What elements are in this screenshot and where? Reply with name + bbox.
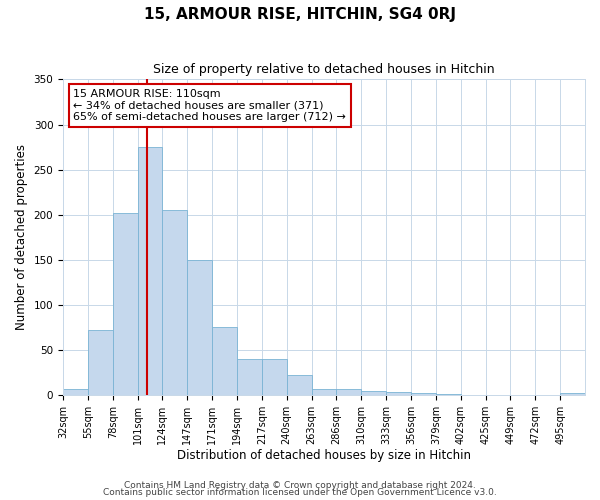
Text: 15 ARMOUR RISE: 110sqm
← 34% of detached houses are smaller (371)
65% of semi-de: 15 ARMOUR RISE: 110sqm ← 34% of detached… xyxy=(73,89,346,122)
Bar xyxy=(262,359,287,395)
Bar xyxy=(88,330,113,395)
Bar xyxy=(137,147,163,395)
Bar xyxy=(560,393,585,395)
Bar xyxy=(337,390,361,395)
Bar xyxy=(311,388,337,395)
Bar xyxy=(386,392,411,395)
Bar xyxy=(187,260,212,395)
Bar xyxy=(163,210,187,395)
Text: 15, ARMOUR RISE, HITCHIN, SG4 0RJ: 15, ARMOUR RISE, HITCHIN, SG4 0RJ xyxy=(144,8,456,22)
Bar xyxy=(361,391,386,395)
X-axis label: Distribution of detached houses by size in Hitchin: Distribution of detached houses by size … xyxy=(177,450,471,462)
Bar xyxy=(411,393,436,395)
Bar xyxy=(63,388,88,395)
Bar xyxy=(113,213,137,395)
Text: Contains HM Land Registry data © Crown copyright and database right 2024.: Contains HM Land Registry data © Crown c… xyxy=(124,480,476,490)
Bar xyxy=(212,328,237,395)
Bar xyxy=(287,375,311,395)
Text: Contains public sector information licensed under the Open Government Licence v3: Contains public sector information licen… xyxy=(103,488,497,497)
Bar xyxy=(237,359,262,395)
Bar xyxy=(436,394,461,395)
Title: Size of property relative to detached houses in Hitchin: Size of property relative to detached ho… xyxy=(153,62,495,76)
Y-axis label: Number of detached properties: Number of detached properties xyxy=(15,144,28,330)
